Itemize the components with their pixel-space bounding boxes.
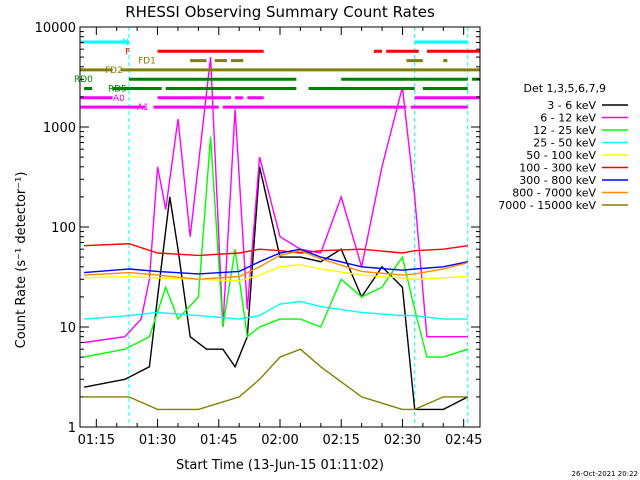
y-tick-label: 10 [59, 321, 76, 336]
series-line-3 [84, 300, 468, 320]
footer-date: 26-Oct-2021 20:22 [572, 470, 638, 478]
flag-label: F [125, 47, 130, 57]
x-axis-label: Start Time (13-Jun-15 01:11:02) [176, 458, 384, 473]
legend-label: 800 - 7000 keV [512, 187, 596, 200]
legend-label: 100 - 300 keV [519, 162, 596, 175]
flag-label: RD0 [74, 75, 93, 85]
series-line-8 [84, 348, 468, 411]
series-line-7 [84, 249, 468, 281]
series-line-5 [84, 242, 468, 257]
x-tick-label: 02:45 [445, 433, 482, 448]
y-tick-label: 100 [51, 221, 76, 236]
x-tick-label: 01:15 [78, 433, 115, 448]
legend-title: Det 1,3,5,6,7,9 [523, 82, 606, 95]
legend-label: 50 - 100 keV [526, 149, 596, 162]
legend-label: 6 - 12 keV [540, 112, 596, 125]
legend-label: 7000 - 15000 keV [498, 199, 596, 212]
y-tick-label: 1 [68, 421, 76, 436]
night-boundaries [128, 27, 469, 427]
flag-label: FD1 [138, 57, 156, 67]
series-line-6 [84, 248, 468, 275]
x-tick-label: 01:30 [139, 433, 176, 448]
y-tick-label: 1000 [43, 121, 76, 136]
legend-label: 300 - 800 keV [519, 174, 596, 187]
axes: 01:15 01:30 01:45 02:00 02:15 02:30 02:45 1 10 10… [35, 21, 483, 448]
x-tick-label: 01:45 [200, 433, 237, 448]
legend-label: 12 - 25 keV [533, 124, 596, 137]
y-tick-label: 10000 [35, 21, 76, 36]
x-tick-label: 02:15 [322, 433, 359, 448]
chart-title: RHESSI Observing Summary Count Rates [125, 3, 435, 21]
flag-label: FD2 [105, 66, 123, 76]
flag-label: N [122, 38, 129, 48]
x-tick-label: 02:30 [384, 433, 421, 448]
flag-label: RD5 [108, 85, 127, 95]
flag-label: A0 [113, 94, 125, 104]
series-line-2 [83, 136, 469, 358]
series-line-4 [84, 263, 468, 282]
x-tick-label: 02:00 [261, 433, 298, 448]
legend-label: 25 - 50 keV [533, 137, 596, 150]
series-line-1 [84, 57, 468, 344]
flag-label: A1 [137, 103, 149, 113]
legend-label: 3 - 6 keV [547, 99, 596, 112]
series-line-0 [83, 166, 469, 411]
y-axis-label: Count Rate (s⁻¹ detector⁻¹) [14, 172, 29, 349]
data-series [83, 57, 469, 411]
